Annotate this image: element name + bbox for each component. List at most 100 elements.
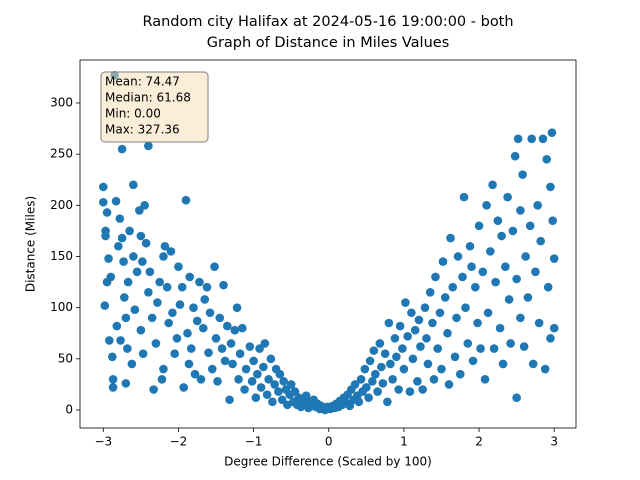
scatter-point xyxy=(200,295,210,304)
scatter-point xyxy=(147,313,157,323)
scatter-point xyxy=(245,342,255,351)
axes-frame xyxy=(79,59,577,429)
scatter-point xyxy=(207,364,217,374)
scatter-point xyxy=(120,293,129,302)
scatter-point xyxy=(138,257,147,266)
scatter-point xyxy=(368,377,377,386)
scatter-point xyxy=(413,377,422,386)
scatter-point xyxy=(369,346,379,355)
scatter-point xyxy=(136,325,146,335)
scatter-point xyxy=(388,374,397,384)
scatter-point xyxy=(251,393,261,403)
scatter-point xyxy=(225,395,234,405)
scatter-point xyxy=(431,272,440,282)
scatter-point xyxy=(130,305,140,314)
scatter-point xyxy=(215,313,225,323)
scatter-point xyxy=(364,393,373,403)
scatter-point xyxy=(259,362,268,372)
scatter-point xyxy=(468,356,478,366)
scatter-point xyxy=(354,397,364,407)
scatter-point xyxy=(398,344,407,353)
scatter-point xyxy=(450,352,460,362)
y-tick-label: 150 xyxy=(50,249,73,263)
scatter-point xyxy=(516,313,525,323)
scatter-point xyxy=(160,241,170,251)
scatter-point xyxy=(164,318,173,328)
scatter-point xyxy=(179,383,189,392)
stats-box: Mean: 74.47 Median: 61.68 Min: 0.00 Max:… xyxy=(100,71,209,143)
scatter-point xyxy=(119,257,128,266)
scatter-point xyxy=(390,334,400,343)
scatter-point xyxy=(401,298,410,307)
scatter-point xyxy=(235,349,245,359)
scatter-point xyxy=(345,401,355,411)
scatter-point xyxy=(531,267,540,277)
scatter-point xyxy=(534,318,544,328)
stats-text: Mean: 74.47 xyxy=(105,75,180,89)
scatter-point xyxy=(228,359,237,369)
scatter-point xyxy=(516,206,525,215)
scatter-point xyxy=(132,267,142,277)
scatter-point xyxy=(493,216,503,225)
scatter-point xyxy=(525,221,535,231)
x-tick-label: −1 xyxy=(245,435,263,449)
scatter-point xyxy=(543,282,553,292)
scatter-point xyxy=(540,364,550,374)
scatter-point xyxy=(177,282,187,292)
scatter-point xyxy=(547,128,557,137)
stats-box-frame xyxy=(100,71,209,143)
scatter-point xyxy=(513,134,523,144)
scatter-point xyxy=(453,252,463,261)
y-tick-label: 50 xyxy=(58,351,73,365)
scatter-point xyxy=(446,233,455,243)
scatter-point xyxy=(506,339,515,348)
scatter-point xyxy=(444,380,454,389)
scatter-point xyxy=(365,356,375,366)
scatter-point xyxy=(220,356,230,366)
scatter-point xyxy=(112,321,122,331)
scatter-point xyxy=(437,364,446,374)
scatter-point xyxy=(111,196,121,206)
scatter-point xyxy=(98,182,108,192)
scatter-point xyxy=(138,349,148,359)
scatter-point xyxy=(399,364,409,374)
scatter-point xyxy=(416,342,425,351)
scatter-point xyxy=(459,192,469,202)
x-tick-label: −3 xyxy=(94,435,112,449)
scatter-point xyxy=(168,308,177,318)
scatter-point xyxy=(114,241,123,251)
scatter-point xyxy=(202,282,212,292)
scatter-point xyxy=(153,298,162,307)
scatter-point xyxy=(378,379,388,388)
scatter-point xyxy=(195,277,204,287)
scatter-point xyxy=(149,385,158,394)
scatter-point xyxy=(166,247,176,256)
scatter-point xyxy=(234,374,243,384)
scatter-point xyxy=(375,339,385,348)
scatter-point xyxy=(407,308,416,318)
scatter-point xyxy=(474,221,484,231)
scatter-point xyxy=(108,352,117,362)
scatter-point xyxy=(350,380,360,389)
scatter-point xyxy=(210,262,219,272)
y-tick-label: 0 xyxy=(65,402,73,416)
scatter-point xyxy=(232,303,242,312)
scatter-point xyxy=(222,321,232,331)
scatter-point xyxy=(159,364,168,374)
scatter-point xyxy=(512,274,521,284)
scatter-point xyxy=(136,231,146,241)
scatter-point xyxy=(100,301,110,310)
scatter-point xyxy=(101,231,110,241)
scatter-point xyxy=(470,282,480,292)
scatter-point xyxy=(467,262,476,272)
scatter-point xyxy=(503,192,512,202)
stats-text: Min: 0.00 xyxy=(105,107,161,121)
scatter-point xyxy=(256,383,266,392)
x-tick-label: 0 xyxy=(325,435,333,449)
y-axis-label: Distance (Miles) xyxy=(24,196,38,292)
scatter-point xyxy=(473,318,482,328)
scatter-point xyxy=(410,325,420,335)
scatter-point xyxy=(117,144,127,154)
scatter-point xyxy=(546,182,555,192)
chart-title: Graph of Distance in Miles Values xyxy=(207,35,450,51)
